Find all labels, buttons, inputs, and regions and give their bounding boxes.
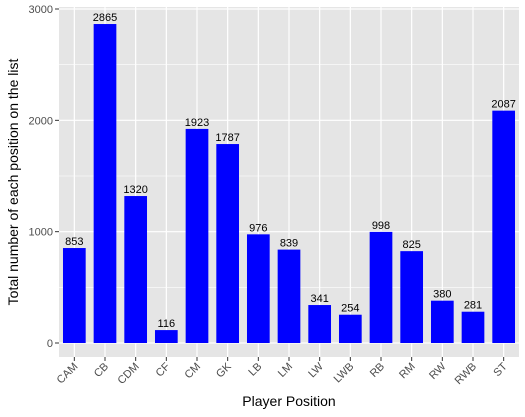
bar-value-label: 998: [372, 220, 390, 232]
bar-rw: [430, 300, 454, 343]
bar-value-label: 116: [158, 318, 176, 330]
x-tick-label: CAM: [55, 361, 81, 387]
bar-lw: [308, 305, 332, 343]
bar-cm: [185, 128, 209, 343]
bar-value-label: 976: [249, 222, 267, 234]
bar-value-label: 281: [464, 300, 482, 312]
x-tick-label: LWB: [332, 361, 357, 386]
x-tick-label: RW: [427, 360, 449, 382]
bar-st: [492, 110, 516, 343]
bar-rwb: [461, 311, 485, 343]
x-tick-label: LB: [246, 361, 264, 379]
bar-gk: [216, 144, 240, 343]
y-tick-label: 1000: [29, 227, 53, 239]
x-tick-label: RB: [368, 361, 387, 380]
y-axis-title: Total number of each position on the lis…: [5, 59, 21, 306]
x-tick-label: GK: [214, 360, 234, 380]
x-axis: CAM CB CDM CF CM GK LB LM LW LWB RB RM RW RWB ST: [55, 357, 510, 387]
bars: [62, 24, 516, 344]
y-tick-label: 2000: [29, 115, 53, 127]
y-tick-label: 0: [47, 338, 53, 350]
bar-value-label: 1787: [215, 132, 239, 144]
bar-lwb: [338, 314, 362, 343]
x-axis-title: Player Position: [242, 393, 335, 409]
y-axis: 0 1000 2000 3000: [29, 4, 59, 350]
bar-cf: [154, 330, 178, 343]
bar-lm: [277, 249, 301, 343]
x-tick-label: LW: [306, 360, 326, 380]
bar-cam: [62, 248, 86, 343]
bar-rb: [369, 231, 393, 343]
bar-value-label: 853: [65, 236, 83, 248]
bar-lb: [246, 234, 270, 343]
y-tick-label: 3000: [29, 4, 53, 16]
bar-value-label: 825: [402, 239, 420, 251]
bar-value-label: 1320: [123, 184, 147, 196]
x-tick-label: RWB: [453, 361, 479, 387]
bar-value-label: 254: [341, 303, 359, 315]
x-tick-label: ST: [491, 360, 510, 379]
x-tick-label: CB: [92, 361, 111, 380]
bar-cdm: [124, 196, 148, 343]
bar-value-label: 839: [280, 238, 298, 250]
bar-value-label: 341: [310, 293, 328, 305]
x-tick-label: CF: [154, 360, 173, 379]
bar-value-label: 380: [433, 289, 451, 301]
x-tick-label: CDM: [116, 361, 142, 387]
bar-value-label: 2865: [93, 12, 117, 24]
x-tick-label: LM: [276, 361, 295, 380]
bar-rm: [400, 251, 424, 343]
x-tick-label: CM: [183, 361, 204, 382]
x-tick-label: RM: [397, 361, 418, 382]
bar-cb: [93, 24, 117, 344]
bar-value-label: 1923: [185, 117, 209, 129]
bar-value-labels: 853 2865 1320 116 1923 1787 976 839 341 254 998 825…: [65, 12, 516, 330]
bar-value-label: 2087: [491, 99, 515, 111]
